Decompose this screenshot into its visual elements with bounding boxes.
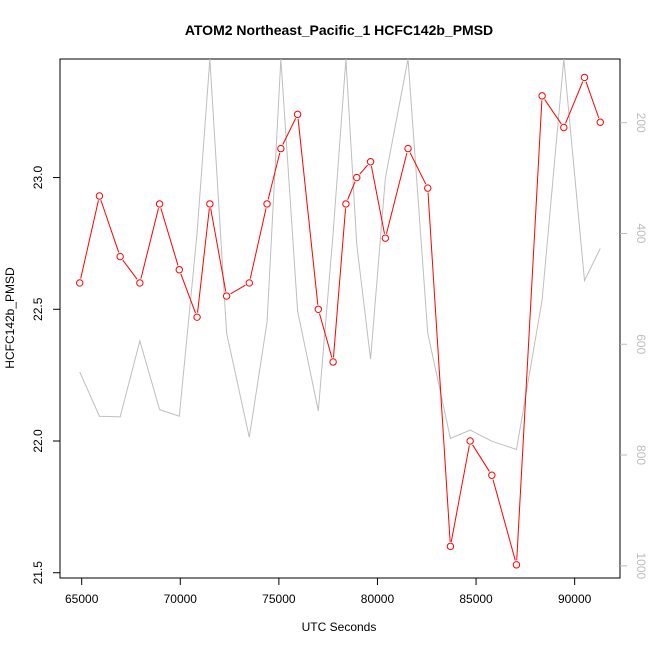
red-series-segment <box>140 208 159 279</box>
red-series-segment <box>80 200 99 279</box>
x-tick-label: 65000 <box>65 592 99 606</box>
red-series-segment <box>370 166 385 234</box>
gray-series-layer <box>79 59 601 451</box>
y2-tick-label: 200 <box>634 113 648 133</box>
red-series-segment <box>427 192 451 542</box>
red-data-point <box>596 118 604 126</box>
red-data-point <box>206 200 214 208</box>
axes: 65000 70000 75000 80000 85000 90000 21.5 22.0 22… <box>31 113 648 606</box>
red-series-segment <box>492 479 516 561</box>
red-series-segment <box>544 99 562 125</box>
x-tick-label: 90000 <box>558 592 592 606</box>
y2-tick-label: 600 <box>634 334 648 354</box>
red-data-point <box>245 279 253 287</box>
chart-title: ATOM2 Northeast_Pacific_1 HCFC142b_PMSD <box>185 22 493 38</box>
red-data-point <box>560 123 568 132</box>
red-series-segment <box>450 445 470 543</box>
red-data-point <box>424 184 432 192</box>
red-series-segment <box>472 444 490 472</box>
x-tick-label: 75000 <box>262 592 296 606</box>
red-series-segment <box>409 152 427 185</box>
red-series-segment <box>565 81 584 124</box>
red-data-point <box>466 437 474 445</box>
red-series-layer <box>76 73 604 569</box>
red-data-point <box>580 73 589 82</box>
red-series-segment <box>197 208 210 313</box>
red-data-point <box>342 200 350 208</box>
red-data-point <box>512 561 521 569</box>
red-series-segment <box>230 284 246 295</box>
x-tick-label: 80000 <box>361 592 395 606</box>
red-series-segment <box>282 118 297 145</box>
red-data-point <box>404 144 412 153</box>
red-data-point <box>381 234 390 242</box>
x-tick-label: 85000 <box>459 592 493 606</box>
red-data-point <box>488 471 496 479</box>
red-data-point <box>314 305 323 313</box>
red-data-point <box>136 279 144 287</box>
red-data-point <box>193 313 201 321</box>
red-series-segment <box>359 164 368 175</box>
red-series-segment <box>585 81 600 119</box>
y-axis-label: HCFC142b_PMSD <box>3 267 17 369</box>
y-tick-label: 21.5 <box>31 561 45 585</box>
red-data-point <box>76 279 84 287</box>
red-data-point <box>329 358 337 366</box>
x-axis-label: UTC Seconds <box>302 620 377 634</box>
red-data-point <box>353 173 361 182</box>
red-data-point <box>175 266 183 274</box>
gray-series-line <box>79 59 601 451</box>
red-series-segment <box>267 152 281 200</box>
y-tick-label: 23.0 <box>31 166 45 190</box>
red-series-segment <box>100 200 120 253</box>
red-data-point <box>263 200 271 208</box>
y-tick-label: 22.5 <box>31 297 45 321</box>
y2-tick-label: 1000 <box>634 552 648 579</box>
red-data-point <box>366 158 375 166</box>
red-series-segment <box>297 118 319 305</box>
red-series-segment <box>347 181 356 200</box>
red-data-point <box>277 144 285 153</box>
red-series-segment <box>160 208 179 266</box>
red-series-segment <box>385 152 408 234</box>
y2-tick-label: 400 <box>634 223 648 243</box>
red-data-point <box>95 192 104 200</box>
red-data-point <box>538 92 546 100</box>
red-series-segment <box>210 208 227 292</box>
y2-tick-label: 800 <box>634 445 648 465</box>
red-series-segment <box>332 208 347 358</box>
red-data-point <box>155 200 164 208</box>
red-data-point <box>293 110 302 119</box>
x-tick-label: 70000 <box>164 592 198 606</box>
y-tick-label: 22.0 <box>31 429 45 453</box>
red-series-segment <box>180 273 196 314</box>
red-series-segment <box>516 100 543 561</box>
red-series-segment <box>249 208 267 279</box>
red-series-segment <box>122 259 138 280</box>
red-data-point <box>222 292 231 300</box>
red-data-point <box>446 542 455 551</box>
red-series-segment <box>319 313 333 358</box>
red-data-point <box>116 252 124 261</box>
plot-frame <box>59 58 621 579</box>
